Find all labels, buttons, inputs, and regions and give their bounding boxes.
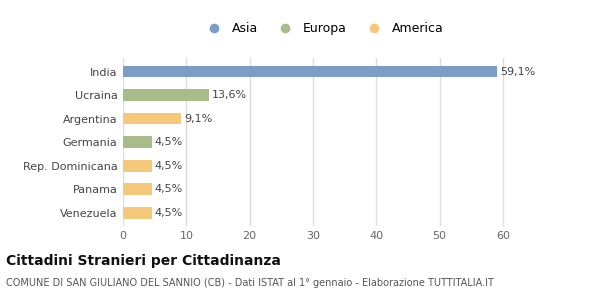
- Bar: [123, 89, 209, 101]
- Text: 13,6%: 13,6%: [212, 90, 247, 100]
- Bar: [123, 113, 181, 124]
- Bar: [123, 136, 151, 148]
- Bar: [123, 160, 151, 171]
- Text: 9,1%: 9,1%: [184, 114, 212, 124]
- Legend: Asia, Europa, America: Asia, Europa, America: [197, 17, 448, 40]
- Bar: [123, 207, 151, 219]
- Bar: [123, 66, 497, 77]
- Text: 4,5%: 4,5%: [155, 208, 183, 218]
- Bar: [123, 183, 151, 195]
- Text: 4,5%: 4,5%: [155, 137, 183, 147]
- Text: Cittadini Stranieri per Cittadinanza: Cittadini Stranieri per Cittadinanza: [6, 254, 281, 268]
- Text: COMUNE DI SAN GIULIANO DEL SANNIO (CB) - Dati ISTAT al 1° gennaio - Elaborazione: COMUNE DI SAN GIULIANO DEL SANNIO (CB) -…: [6, 278, 494, 288]
- Text: 4,5%: 4,5%: [155, 184, 183, 194]
- Text: 4,5%: 4,5%: [155, 161, 183, 171]
- Text: 59,1%: 59,1%: [500, 66, 536, 77]
